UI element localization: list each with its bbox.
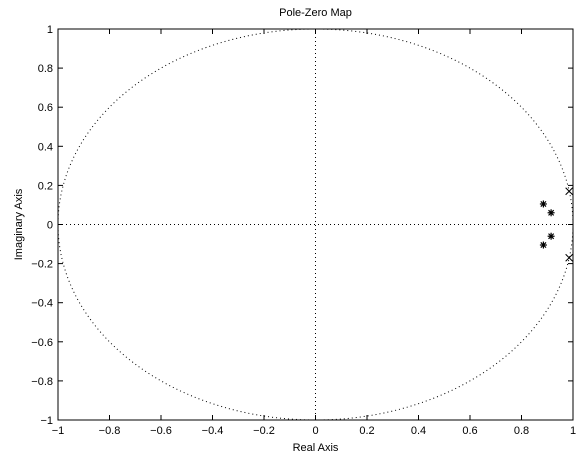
- zero-marker: [539, 241, 547, 249]
- y-tick-label: −0.4: [31, 298, 53, 310]
- pole-stroke: [565, 187, 573, 196]
- zero-marker: [547, 209, 555, 217]
- y-tick-label: −0.6: [31, 337, 53, 349]
- x-tick-label: −0.6: [150, 425, 172, 437]
- x-tick-label: 1: [570, 425, 576, 437]
- zero-stroke: [548, 233, 555, 240]
- y-tick-label: 0.2: [38, 180, 53, 192]
- zero-stroke: [540, 200, 547, 207]
- y-tick-label: −0.2: [31, 259, 53, 271]
- x-tick-label: 0.4: [411, 425, 426, 437]
- y-tick-label: −1: [40, 415, 53, 427]
- pole-marker: [565, 187, 573, 196]
- y-tick-label: 0.4: [38, 141, 53, 153]
- chart-title: Pole-Zero Map: [279, 7, 352, 19]
- plot-area: −1 −0.8 −0.6 −0.4 −0.2 0 0.2 0.4 0.6 0.8 1 −1 −0.8 −0…: [31, 24, 576, 437]
- y-tick-label: 1: [47, 24, 53, 36]
- x-tick-label: 0.8: [514, 425, 529, 437]
- y-tick-label: 0: [47, 220, 53, 232]
- x-tick-label: 0.6: [462, 425, 477, 437]
- x-tick-label: −0.4: [202, 425, 224, 437]
- zero-marker: [547, 232, 555, 240]
- zero-marker: [539, 200, 547, 208]
- x-tick-label: −1: [52, 425, 65, 437]
- x-tick-label: 0.2: [359, 425, 374, 437]
- y-tick-label: 0.6: [38, 102, 53, 114]
- y-tick-label: 0.8: [38, 63, 53, 75]
- x-tick-label: 0: [312, 425, 318, 437]
- zero-stroke: [548, 209, 555, 216]
- y-tick-label: −0.8: [31, 376, 53, 388]
- x-tick-label: −0.8: [99, 425, 121, 437]
- y-axis-label: Imaginary Axis: [13, 188, 25, 260]
- pole-stroke: [565, 253, 573, 262]
- zero-stroke: [540, 242, 547, 249]
- pole-marker: [565, 253, 573, 262]
- x-axis-label: Real Axis: [293, 442, 339, 454]
- x-tick-label: −0.2: [253, 425, 275, 437]
